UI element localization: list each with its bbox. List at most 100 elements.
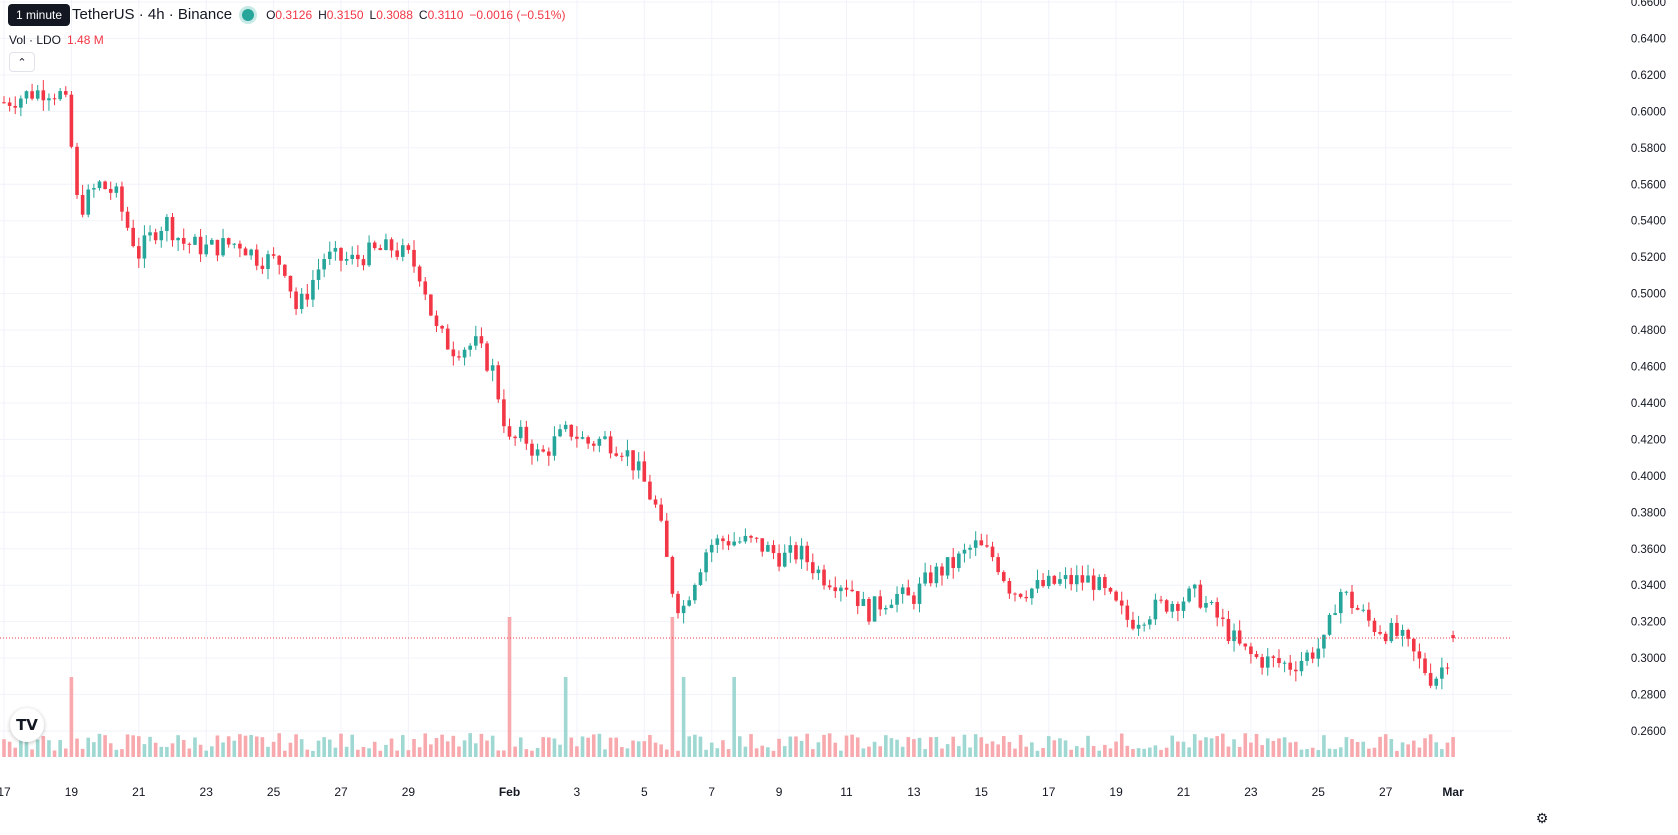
candle-body — [1299, 660, 1304, 672]
candle-body — [648, 481, 652, 500]
candle-body — [1024, 596, 1029, 599]
volume-bar — [7, 741, 12, 757]
volume-bar — [704, 749, 708, 757]
candle-body — [1176, 603, 1180, 611]
candle-body — [867, 599, 871, 622]
candle-body — [698, 572, 703, 585]
volume-bar — [131, 735, 135, 757]
volume-bar — [142, 744, 147, 757]
volume-bar — [1091, 745, 1096, 757]
volume-bar — [659, 744, 663, 757]
candle-body — [1192, 584, 1197, 589]
volume-bar — [1103, 744, 1107, 757]
volume-bar — [912, 739, 916, 757]
volume-bar — [1114, 741, 1118, 757]
volume-bar — [558, 744, 562, 757]
volume-bar — [294, 734, 298, 757]
volume-bar — [1411, 740, 1416, 757]
tradingview-logo[interactable]: TV — [10, 708, 44, 742]
volume-bar — [563, 677, 568, 757]
volume-bar — [693, 734, 697, 757]
candle-body — [1187, 588, 1191, 602]
gear-icon[interactable]: ⚙ — [1535, 810, 1549, 826]
candle-body — [1215, 602, 1219, 618]
volume-bar — [822, 734, 826, 757]
volume-bar — [367, 748, 371, 757]
volume-bar — [732, 677, 736, 757]
volume-bar — [1035, 750, 1040, 757]
candle-body — [1243, 643, 1248, 647]
volume-bar — [1024, 746, 1029, 757]
volume-bar — [681, 677, 686, 757]
time-tick-label: 27 — [334, 785, 348, 799]
volume-bar — [861, 748, 866, 757]
candle-body — [406, 245, 411, 250]
candle-body — [625, 450, 630, 457]
candle-body — [24, 91, 29, 99]
candle-body — [1411, 638, 1416, 652]
price-axis[interactable]: 0.6600 0.6400 0.6200 0.6000 0.5800 0.5600 0.54… — [1512, 0, 1678, 835]
candle-body — [221, 238, 225, 256]
candle-body — [827, 585, 832, 588]
symbol-title[interactable]: TetherUS · 4h · Binance — [72, 6, 233, 23]
volume-bar — [575, 746, 579, 757]
collapse-legend-button[interactable]: ⌃ — [9, 52, 35, 72]
volume-bar — [1383, 734, 1388, 757]
candle-body — [681, 605, 686, 614]
candle-body — [951, 557, 956, 568]
candle-body — [148, 232, 152, 236]
volume-bar — [1136, 748, 1141, 757]
volume-bar — [1440, 749, 1444, 757]
volume-bar — [1142, 748, 1146, 757]
price-tick-label: 0.3800 — [1631, 507, 1666, 519]
candle-body — [833, 587, 838, 592]
price-tick-label: 0.6600 — [1631, 0, 1666, 9]
volume-bar — [811, 749, 815, 757]
candle-body — [1344, 591, 1349, 593]
candle-body — [193, 236, 197, 245]
candle-body — [52, 98, 57, 100]
candle-body — [968, 547, 972, 550]
volume-bar — [1406, 744, 1410, 757]
candle-body — [811, 562, 815, 574]
volume-bar — [221, 742, 225, 757]
candle-body — [63, 91, 68, 95]
time-tick-label: 25 — [1312, 785, 1326, 799]
candle-body — [266, 254, 270, 270]
candle-body — [485, 343, 489, 371]
candle-body — [906, 587, 911, 596]
volume-bar — [204, 750, 208, 757]
time-tick-label: 19 — [1109, 785, 1123, 799]
candle-body — [1198, 584, 1203, 608]
candle-body — [232, 243, 237, 245]
volume-bar — [1030, 742, 1034, 757]
volume-bar — [350, 734, 355, 757]
candle-body — [423, 281, 428, 295]
volume-bar — [1086, 735, 1090, 757]
time-axis[interactable]: 17 19 21 23 25 27 29 Feb 3 5 7 9 11 13 15 17 19 21 23 25 27 M… — [0, 757, 1512, 835]
volume-bar — [1355, 742, 1360, 757]
candle-body — [603, 436, 607, 439]
time-tick-label: 23 — [200, 785, 214, 799]
volume-bar — [884, 735, 888, 757]
volume-bar — [951, 736, 956, 757]
volume-bar — [1361, 741, 1366, 757]
volume-bar — [30, 749, 34, 757]
candle-body — [541, 449, 545, 452]
candle-body — [676, 593, 680, 614]
volume-bar — [1265, 738, 1270, 757]
candle-body — [782, 552, 787, 567]
candle-body — [170, 216, 175, 241]
candle-body — [333, 247, 338, 252]
candle-body — [923, 572, 927, 584]
volume-bar — [238, 734, 242, 757]
candle-body — [957, 553, 961, 568]
volume-bar — [170, 743, 175, 757]
time-tick-label: Feb — [499, 785, 520, 799]
volume-bar — [945, 744, 950, 757]
candle-body — [771, 545, 776, 554]
time-tick-label: 9 — [776, 785, 783, 799]
volume-bar — [917, 737, 922, 757]
volume-bar — [137, 736, 141, 757]
